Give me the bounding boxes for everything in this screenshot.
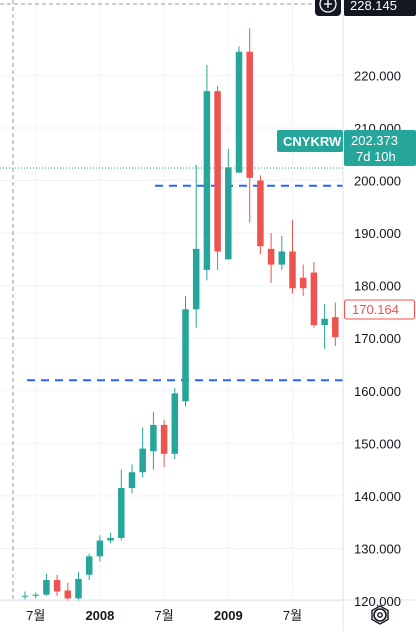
price-labels: 228.145 CNYKRW 202.373 7d 10h 170.164 <box>277 0 416 320</box>
x-tick-label: 7월 <box>154 608 173 623</box>
last-price-box <box>344 130 416 166</box>
y-tick-label: 200.000 <box>354 174 401 189</box>
candle[interactable] <box>182 296 189 407</box>
candle-body <box>85 556 93 575</box>
candle[interactable] <box>53 574 61 596</box>
countdown-label: 7d 10h <box>356 149 396 164</box>
y-tick-label: 170.000 <box>354 331 401 346</box>
crosshair <box>0 0 315 600</box>
y-tick-label: 180.000 <box>354 279 401 294</box>
settings-button[interactable] <box>371 605 389 625</box>
candle[interactable] <box>278 235 286 270</box>
candle[interactable] <box>128 464 136 494</box>
gear-icon[interactable] <box>373 608 387 622</box>
candle[interactable] <box>214 85 221 270</box>
crosshair-price-label: 228.145 <box>350 0 397 13</box>
candle[interactable] <box>150 411 157 470</box>
y-tick-label: 150.000 <box>354 436 401 451</box>
candle-body <box>257 180 264 247</box>
candle-body <box>332 317 339 338</box>
y-tick-label: 220.000 <box>354 68 401 83</box>
x-tick-label: 2009 <box>214 608 243 623</box>
candle-body <box>75 578 82 599</box>
candle[interactable] <box>246 28 253 223</box>
x-tick-label: 2008 <box>85 608 114 623</box>
time-axis[interactable]: 7월 2008 7월 2009 7월 <box>26 608 302 623</box>
candle-body <box>235 51 243 173</box>
candle[interactable] <box>160 419 168 467</box>
candle-body <box>43 579 50 595</box>
plus-circle-icon[interactable] <box>319 0 337 13</box>
candle-body <box>64 590 72 599</box>
candle-body <box>21 595 29 597</box>
candle-body <box>203 91 211 270</box>
candle-body <box>32 594 39 596</box>
candle[interactable] <box>107 532 114 544</box>
candle[interactable] <box>299 264 307 297</box>
candle[interactable] <box>203 64 211 281</box>
candle[interactable] <box>75 572 82 601</box>
candle[interactable] <box>332 302 339 347</box>
symbol-tag-box <box>277 130 343 152</box>
y-tick-label: 140.000 <box>354 489 401 504</box>
candle[interactable] <box>235 46 243 173</box>
add-button[interactable] <box>315 0 341 16</box>
candle[interactable] <box>32 592 39 599</box>
y-tick-label: 120.000 <box>354 594 401 609</box>
candle-body <box>150 424 157 452</box>
candles[interactable] <box>21 28 339 601</box>
low-price-box <box>344 299 415 320</box>
y-tick-label: 160.000 <box>354 384 401 399</box>
candle-body <box>267 248 275 265</box>
last-price-label: 202.373 <box>351 133 398 148</box>
candle[interactable] <box>192 164 200 328</box>
candle-body <box>160 424 168 454</box>
candle-body <box>182 309 189 402</box>
candle[interactable] <box>21 591 29 600</box>
candle-body <box>171 393 179 454</box>
candle[interactable] <box>118 469 125 541</box>
y-tick-label: 190.000 <box>354 226 401 241</box>
candle-body <box>278 251 286 265</box>
candle-body <box>214 91 221 252</box>
candle-body <box>96 540 104 557</box>
candle[interactable] <box>257 175 264 255</box>
candle-body <box>139 448 146 473</box>
candle-body <box>321 318 328 326</box>
candle[interactable] <box>321 304 328 349</box>
candle[interactable] <box>64 582 72 601</box>
crosshair-price-box <box>344 0 416 16</box>
gear-icon-center <box>377 612 383 618</box>
candle-body <box>310 272 318 326</box>
candle-body <box>53 579 61 592</box>
candle-body <box>225 167 232 260</box>
candle-body <box>246 51 253 178</box>
candle[interactable] <box>310 261 318 328</box>
candle[interactable] <box>85 553 93 580</box>
candle[interactable] <box>267 233 275 284</box>
candle-body <box>299 277 307 289</box>
candle[interactable] <box>171 388 179 460</box>
candle-body <box>118 487 125 538</box>
y-tick-label: 130.000 <box>354 541 401 556</box>
candle-body <box>192 248 200 310</box>
grid <box>0 0 343 602</box>
candle[interactable] <box>43 573 50 596</box>
candle[interactable] <box>139 427 146 478</box>
candle-body <box>289 251 296 289</box>
x-tick-label: 7월 <box>283 608 302 623</box>
symbol-tag-label: CNYKRW <box>283 134 342 149</box>
gear-icon-outline <box>371 605 389 625</box>
candle-body <box>107 537 114 541</box>
candle-body <box>128 472 136 488</box>
x-tick-label: 7월 <box>26 608 45 623</box>
candle[interactable] <box>225 148 232 260</box>
candle[interactable] <box>96 535 104 562</box>
candle[interactable] <box>289 219 296 294</box>
low-price-label: 170.164 <box>352 302 399 317</box>
